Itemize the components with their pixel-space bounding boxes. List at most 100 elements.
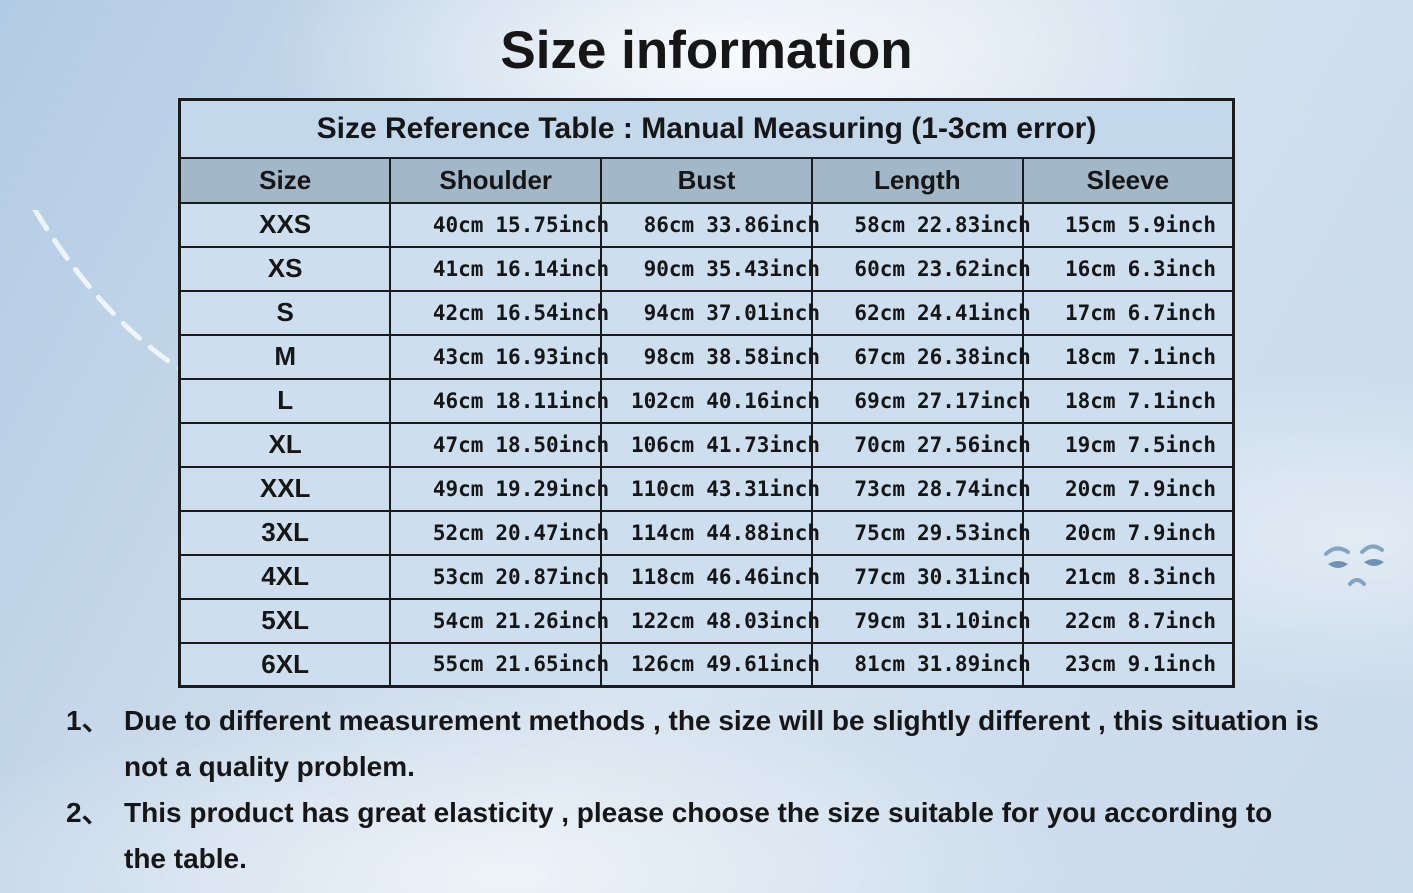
measurement-cell: 60cm 23.62inch xyxy=(810,245,1031,292)
inch-value: 31.89inch xyxy=(917,652,1031,677)
cm-value: 47cm xyxy=(432,432,484,457)
inch-value: 40.16inch xyxy=(706,388,820,413)
cm-value: 41cm xyxy=(432,256,484,281)
note: 1、 Due to different measurement methods ,… xyxy=(66,698,1356,790)
measurement-cell: 18cm 7.1inch xyxy=(1021,377,1235,424)
cm-value: 18cm xyxy=(1065,388,1116,413)
cm-value: 86cm xyxy=(643,212,695,237)
cm-value: 118cm xyxy=(630,564,695,589)
page-title: Size information xyxy=(500,21,913,80)
inch-value: 6.7inch xyxy=(1127,300,1217,325)
measurement-cell: 41cm 16.14inch xyxy=(389,245,609,292)
measurement-cell: 81cm 31.89inch xyxy=(810,641,1031,688)
measurement-cell: 19cm 7.5inch xyxy=(1021,421,1235,468)
face-doodle-icon xyxy=(1324,544,1384,586)
cm-value: 16cm xyxy=(1065,256,1116,281)
cm-value: 77cm xyxy=(854,564,905,589)
cm-value: 40cm xyxy=(432,212,484,237)
inch-value: 20.47inch xyxy=(495,520,610,545)
caption-row: Size Reference Table : Manual Measuring … xyxy=(178,98,1235,159)
inch-value: 16.93inch xyxy=(495,344,610,369)
size-table: Size Reference Table : Manual Measuring … xyxy=(178,98,1235,688)
measurement-cell: 49cm 19.29inch xyxy=(389,465,609,512)
table-row: XS 41cm 16.14inch 90cm 35.43inch 60cm 23.62inc… xyxy=(178,245,1235,292)
cm-value: 102cm xyxy=(630,388,695,413)
inch-value: 18.50inch xyxy=(495,432,610,457)
cm-value: 114cm xyxy=(630,520,695,545)
measurement-cell: 118cm 46.46inch xyxy=(600,553,820,600)
measurement-cell: 20cm 7.9inch xyxy=(1021,465,1235,512)
size-cell: M xyxy=(178,333,392,380)
inch-value: 30.31inch xyxy=(917,564,1031,589)
inch-value: 38.58inch xyxy=(706,344,820,369)
inch-value: 20.87inch xyxy=(495,564,610,589)
inch-value: 7.9inch xyxy=(1127,520,1217,545)
measurement-cell: 40cm 15.75inch xyxy=(389,201,609,248)
inch-value: 24.41inch xyxy=(917,300,1031,325)
inch-value: 15.75inch xyxy=(495,212,610,237)
measurement-cell: 90cm 35.43inch xyxy=(600,245,820,292)
inch-value: 43.31inch xyxy=(706,476,820,501)
inch-value: 33.86inch xyxy=(706,212,820,237)
table-row: 6XL 55cm 21.65inch 126cm 49.61inch 81cm 31.89i… xyxy=(178,641,1235,688)
cm-value: 81cm xyxy=(854,652,905,677)
cm-value: 18cm xyxy=(1065,344,1116,369)
inch-value: 9.1inch xyxy=(1127,652,1217,677)
inch-value: 7.5inch xyxy=(1127,432,1217,457)
notes-section: 1、 Due to different measurement methods ,… xyxy=(66,698,1356,882)
size-table-body: XXS 40cm 15.75inch 86cm 33.86inch 58cm 22.83in… xyxy=(178,201,1235,688)
measurement-cell: 73cm 28.74inch xyxy=(810,465,1031,512)
inch-value: 5.9inch xyxy=(1127,212,1217,237)
measurement-cell: 15cm 5.9inch xyxy=(1021,201,1235,248)
measurement-cell: 21cm 8.3inch xyxy=(1021,553,1235,600)
inch-value: 26.38inch xyxy=(917,344,1031,369)
inch-value: 21.65inch xyxy=(495,652,610,677)
cm-value: 70cm xyxy=(854,432,905,457)
inch-value: 41.73inch xyxy=(706,432,820,457)
inch-value: 46.46inch xyxy=(706,564,820,589)
measurement-cell: 122cm 48.03inch xyxy=(600,597,820,644)
inch-value: 28.74inch xyxy=(917,476,1031,501)
inch-value: 21.26inch xyxy=(495,608,610,633)
table-row: M 43cm 16.93inch 98cm 38.58inch 67cm 26.38inch… xyxy=(178,333,1235,380)
measurement-cell: 70cm 27.56inch xyxy=(810,421,1031,468)
measurement-cell: 16cm 6.3inch xyxy=(1021,245,1235,292)
size-cell: S xyxy=(178,289,392,336)
table-row: XL 47cm 18.50inch 106cm 41.73inch 70cm 27.56in… xyxy=(178,421,1235,468)
measurement-cell: 22cm 8.7inch xyxy=(1021,597,1235,644)
table-caption: Size Reference Table : Manual Measuring … xyxy=(178,98,1235,159)
cm-value: 106cm xyxy=(630,432,695,457)
size-cell: XL xyxy=(178,421,392,468)
inch-value: 37.01inch xyxy=(706,300,820,325)
inch-value: 18.11inch xyxy=(495,388,610,413)
column-header-size: Size xyxy=(178,156,392,204)
cm-value: 46cm xyxy=(432,388,484,413)
measurement-cell: 17cm 6.7inch xyxy=(1021,289,1235,336)
measurement-cell: 52cm 20.47inch xyxy=(389,509,609,556)
cm-value: 90cm xyxy=(643,256,695,281)
table-row: 5XL 54cm 21.26inch 122cm 48.03inch 79cm 31.10i… xyxy=(178,597,1235,644)
inch-value: 35.43inch xyxy=(706,256,820,281)
measurement-cell: 47cm 18.50inch xyxy=(389,421,609,468)
note-text: Due to different measurement methods , t… xyxy=(124,705,1319,782)
cm-value: 19cm xyxy=(1065,432,1116,457)
measurement-cell: 62cm 24.41inch xyxy=(810,289,1031,336)
measurement-cell: 114cm 44.88inch xyxy=(600,509,820,556)
column-header-row: Size Shoulder Bust Length Sleeve xyxy=(178,156,1235,204)
inch-value: 23.62inch xyxy=(917,256,1031,281)
measurement-cell: 18cm 7.1inch xyxy=(1021,333,1235,380)
table-row: S 42cm 16.54inch 94cm 37.01inch 62cm 24.41inch… xyxy=(178,289,1235,336)
cm-value: 67cm xyxy=(854,344,905,369)
cm-value: 49cm xyxy=(432,476,484,501)
note-number: 1、 xyxy=(66,705,110,736)
measurement-cell: 110cm 43.31inch xyxy=(600,465,820,512)
cm-value: 73cm xyxy=(854,476,905,501)
inch-value: 6.3inch xyxy=(1127,256,1217,281)
cm-value: 23cm xyxy=(1065,652,1116,677)
note-number: 2、 xyxy=(66,797,110,828)
cm-value: 53cm xyxy=(432,564,484,589)
size-cell: XS xyxy=(178,245,392,292)
measurement-cell: 126cm 49.61inch xyxy=(600,641,820,688)
note-text: This product has great elasticity , plea… xyxy=(124,797,1273,874)
measurement-cell: 98cm 38.58inch xyxy=(600,333,820,380)
